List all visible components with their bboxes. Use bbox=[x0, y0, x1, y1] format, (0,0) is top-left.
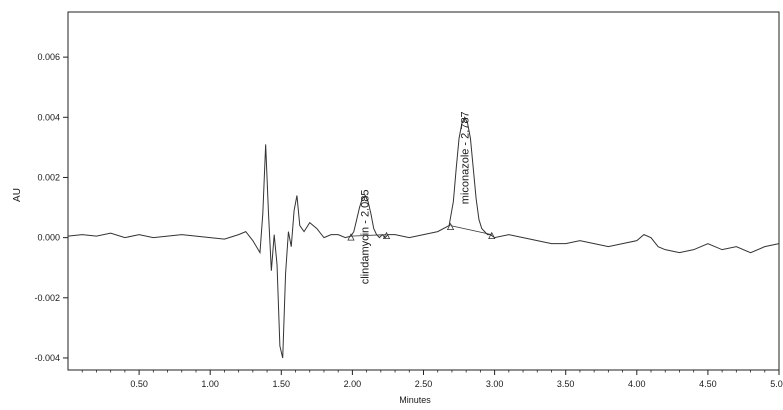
peak-marker bbox=[446, 222, 455, 230]
peak-marker bbox=[382, 231, 391, 240]
chromatogram-trace bbox=[67, 116, 780, 359]
peak-label: miconazole - 2.787 bbox=[459, 111, 471, 204]
x-axis: 0.50 1.00 1.50 2.00 2.50 3.00 3.50 4.00 4.50 5.00 bbox=[81, 370, 783, 389]
x-tick-label: 2.50 bbox=[415, 379, 433, 389]
x-tick-label: 2.00 bbox=[344, 379, 362, 389]
y-tick-label: 0.000 bbox=[37, 233, 60, 243]
y-tick-label: -0.002 bbox=[34, 293, 60, 303]
peak-baseline bbox=[450, 225, 492, 236]
x-tick-label: 5.00 bbox=[770, 379, 783, 389]
y-axis-label: AU bbox=[12, 188, 23, 202]
x-tick-label: 3.50 bbox=[557, 379, 575, 389]
y-axis: -0.004 -0.002 0.000 0.002 0.004 0.006 bbox=[34, 52, 68, 363]
y-tick-label: 0.004 bbox=[37, 112, 60, 122]
x-tick-label: 4.00 bbox=[628, 379, 646, 389]
peak-label: clindamycin - 2.085 bbox=[359, 190, 371, 285]
x-tick-label: 1.50 bbox=[273, 379, 291, 389]
peak-marker bbox=[488, 231, 496, 240]
y-tick-label: -0.004 bbox=[34, 353, 60, 363]
x-tick-label: 0.50 bbox=[130, 379, 148, 389]
peak-marker bbox=[347, 233, 355, 241]
y-tick-label: 0.006 bbox=[37, 52, 60, 62]
x-tick-label: 1.00 bbox=[201, 379, 219, 389]
plot-frame bbox=[67, 11, 780, 371]
x-axis-label: Minutes bbox=[399, 395, 431, 405]
y-tick-label: 0.002 bbox=[37, 172, 60, 182]
x-tick-label: 3.00 bbox=[486, 379, 504, 389]
x-tick-label: 4.50 bbox=[699, 379, 717, 389]
peak-annotations: clindamycin - 2.085 miconazole - 2.787 bbox=[347, 111, 496, 285]
peak-baseline bbox=[350, 234, 387, 237]
